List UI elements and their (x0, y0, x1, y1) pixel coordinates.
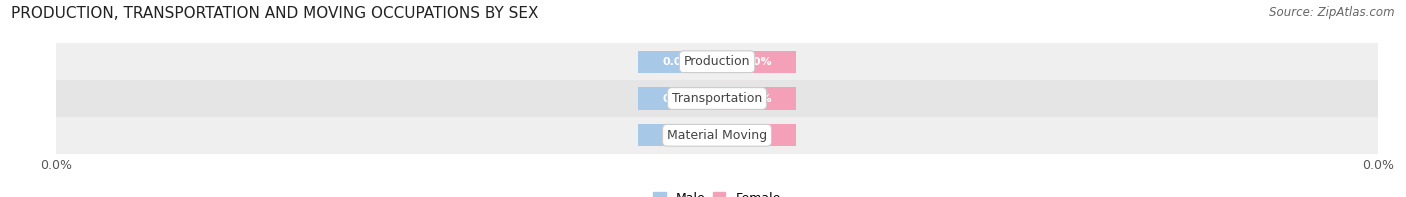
Text: 0.0%: 0.0% (741, 130, 772, 140)
Bar (717, 124, 796, 146)
Text: 0.0%: 0.0% (662, 57, 693, 67)
Text: 0.0%: 0.0% (662, 94, 693, 103)
Text: Material Moving: Material Moving (666, 129, 768, 142)
Bar (717, 51, 796, 73)
Bar (638, 87, 717, 110)
Text: PRODUCTION, TRANSPORTATION AND MOVING OCCUPATIONS BY SEX: PRODUCTION, TRANSPORTATION AND MOVING OC… (11, 6, 538, 21)
Bar (638, 51, 717, 73)
Legend: Male, Female: Male, Female (654, 192, 780, 197)
Bar (56, 43, 1378, 80)
Bar (56, 80, 1378, 117)
Text: Transportation: Transportation (672, 92, 762, 105)
Bar (717, 87, 796, 110)
Text: Production: Production (683, 55, 751, 68)
Text: Source: ZipAtlas.com: Source: ZipAtlas.com (1270, 6, 1395, 19)
Bar (638, 124, 717, 146)
Text: 0.0%: 0.0% (741, 94, 772, 103)
Text: 0.0%: 0.0% (662, 130, 693, 140)
Bar (56, 117, 1378, 154)
Text: 0.0%: 0.0% (741, 57, 772, 67)
